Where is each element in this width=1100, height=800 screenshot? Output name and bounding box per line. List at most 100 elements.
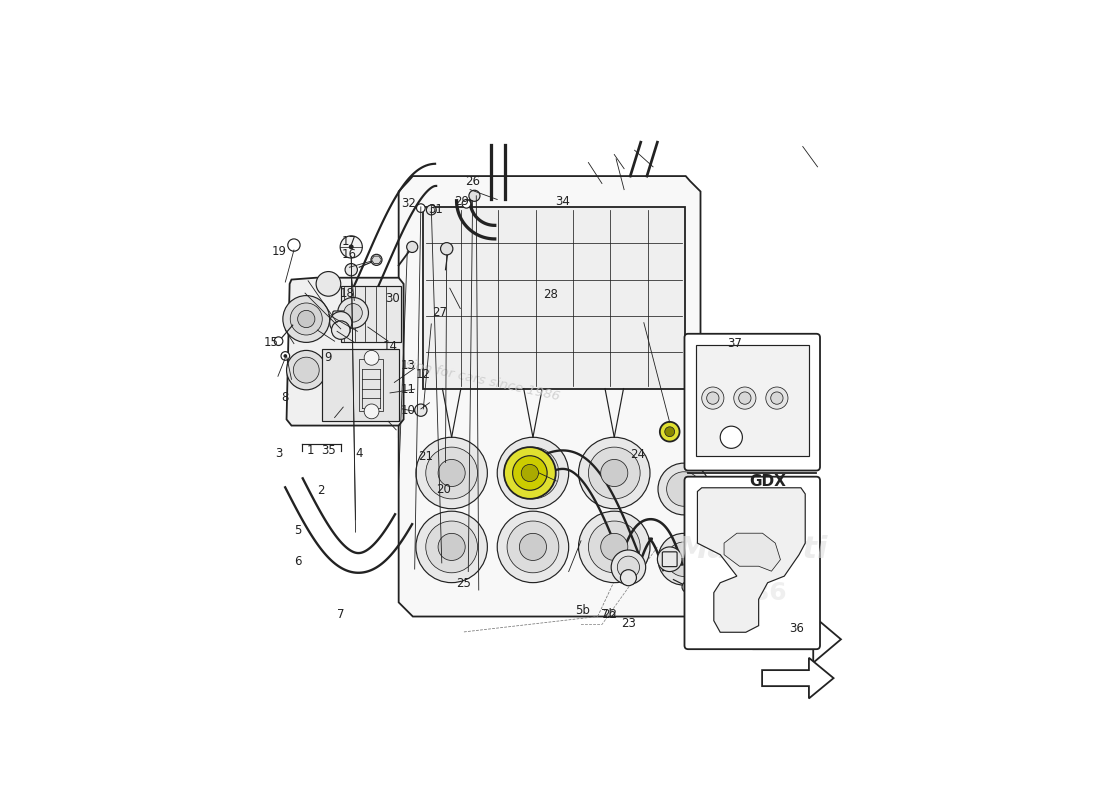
Text: 4: 4 bbox=[355, 446, 363, 460]
Text: 15: 15 bbox=[264, 336, 278, 349]
Circle shape bbox=[417, 204, 425, 213]
Text: 1986: 1986 bbox=[382, 346, 722, 462]
Text: 2: 2 bbox=[317, 484, 324, 497]
Text: 5b: 5b bbox=[575, 604, 590, 617]
Circle shape bbox=[371, 254, 382, 266]
Circle shape bbox=[280, 352, 289, 360]
Circle shape bbox=[734, 387, 756, 409]
Text: 9: 9 bbox=[324, 351, 332, 364]
Text: 22: 22 bbox=[603, 608, 617, 621]
Text: 26: 26 bbox=[465, 174, 480, 187]
Circle shape bbox=[620, 570, 637, 586]
Circle shape bbox=[660, 422, 680, 442]
Text: 8: 8 bbox=[282, 391, 289, 404]
Text: 28: 28 bbox=[542, 288, 558, 301]
Circle shape bbox=[658, 463, 710, 515]
Circle shape bbox=[519, 534, 547, 561]
Polygon shape bbox=[724, 534, 780, 571]
Circle shape bbox=[462, 199, 471, 208]
Circle shape bbox=[440, 242, 453, 255]
Circle shape bbox=[612, 550, 646, 585]
Text: 1: 1 bbox=[306, 444, 313, 457]
Text: 34: 34 bbox=[556, 195, 570, 209]
Circle shape bbox=[415, 404, 427, 416]
FancyBboxPatch shape bbox=[332, 311, 350, 333]
Text: 29: 29 bbox=[454, 195, 470, 209]
Circle shape bbox=[601, 459, 628, 486]
Circle shape bbox=[513, 456, 547, 490]
Circle shape bbox=[702, 387, 724, 409]
Text: 37: 37 bbox=[727, 337, 742, 350]
Circle shape bbox=[497, 511, 569, 582]
Circle shape bbox=[288, 239, 300, 251]
Circle shape bbox=[507, 521, 559, 573]
Circle shape bbox=[579, 438, 650, 509]
Text: Maserati: Maserati bbox=[676, 535, 827, 564]
Circle shape bbox=[294, 357, 319, 383]
Circle shape bbox=[427, 205, 437, 215]
Text: 36: 36 bbox=[789, 622, 804, 635]
Text: 1986: 1986 bbox=[717, 581, 788, 605]
Polygon shape bbox=[372, 256, 382, 263]
Text: 14: 14 bbox=[383, 340, 397, 354]
Circle shape bbox=[438, 459, 465, 486]
Bar bbox=[424, 207, 685, 389]
Circle shape bbox=[667, 542, 701, 577]
Text: 27: 27 bbox=[432, 306, 447, 319]
Text: 13: 13 bbox=[402, 359, 416, 372]
Polygon shape bbox=[286, 278, 404, 426]
Circle shape bbox=[344, 303, 362, 322]
Polygon shape bbox=[762, 658, 834, 698]
FancyBboxPatch shape bbox=[662, 552, 678, 566]
Text: 16: 16 bbox=[342, 249, 356, 262]
Bar bbox=[322, 349, 399, 422]
Circle shape bbox=[588, 521, 640, 573]
Circle shape bbox=[316, 271, 341, 296]
Circle shape bbox=[290, 303, 322, 335]
Circle shape bbox=[407, 242, 418, 253]
Circle shape bbox=[286, 350, 326, 390]
Text: 17: 17 bbox=[342, 235, 356, 249]
Text: 35: 35 bbox=[321, 444, 336, 457]
Text: 6: 6 bbox=[294, 554, 301, 567]
Text: 23: 23 bbox=[621, 618, 636, 630]
Circle shape bbox=[588, 447, 640, 499]
Circle shape bbox=[706, 392, 719, 404]
Circle shape bbox=[283, 295, 330, 342]
Text: 7b: 7b bbox=[601, 608, 616, 621]
Circle shape bbox=[340, 236, 362, 258]
Circle shape bbox=[438, 534, 465, 561]
Text: 7: 7 bbox=[337, 608, 344, 621]
Circle shape bbox=[426, 521, 477, 573]
Circle shape bbox=[416, 438, 487, 509]
Circle shape bbox=[617, 556, 639, 578]
Bar bbox=[695, 345, 808, 456]
Text: 30: 30 bbox=[385, 291, 400, 305]
Circle shape bbox=[658, 534, 710, 585]
Circle shape bbox=[416, 511, 487, 582]
Circle shape bbox=[664, 426, 674, 437]
Text: 10: 10 bbox=[402, 404, 416, 417]
Text: 32: 32 bbox=[402, 198, 416, 210]
Circle shape bbox=[504, 447, 556, 499]
Circle shape bbox=[507, 447, 559, 499]
Circle shape bbox=[298, 310, 315, 328]
Circle shape bbox=[349, 245, 354, 250]
Circle shape bbox=[521, 464, 539, 482]
Text: 12: 12 bbox=[416, 368, 431, 381]
Circle shape bbox=[579, 511, 650, 582]
Circle shape bbox=[519, 459, 547, 486]
Circle shape bbox=[426, 447, 477, 499]
Circle shape bbox=[345, 263, 358, 276]
Circle shape bbox=[284, 354, 287, 358]
Circle shape bbox=[601, 534, 628, 561]
Circle shape bbox=[497, 438, 569, 509]
Circle shape bbox=[766, 387, 788, 409]
Text: 5: 5 bbox=[294, 524, 301, 537]
Text: 21: 21 bbox=[418, 450, 432, 463]
Polygon shape bbox=[697, 488, 805, 632]
Circle shape bbox=[771, 392, 783, 404]
Text: 19: 19 bbox=[272, 245, 287, 258]
Circle shape bbox=[658, 547, 682, 571]
Text: 18: 18 bbox=[340, 286, 354, 300]
